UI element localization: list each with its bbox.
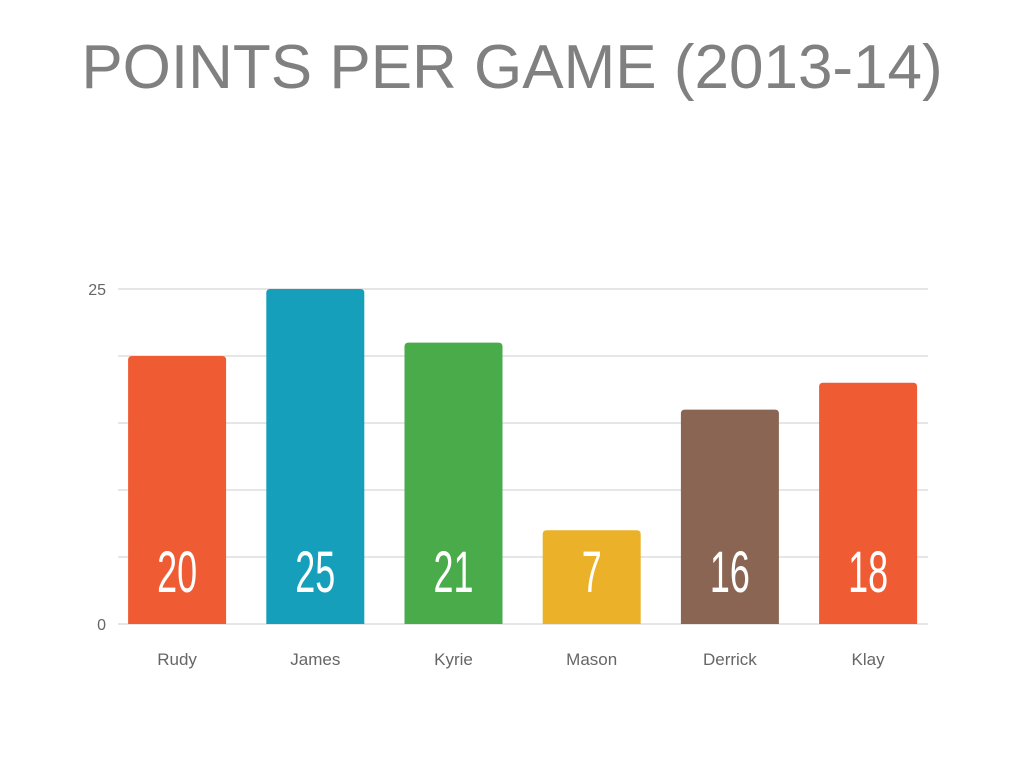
bar-value-label: 16 <box>710 540 750 605</box>
bar-value-label: 25 <box>295 540 335 605</box>
x-axis-labels: Rudy James Kyrie Mason Derrick Klay <box>157 650 885 669</box>
bar-value-label: 7 <box>582 540 602 605</box>
x-tick-label: James <box>290 650 340 669</box>
bar-value-label: 21 <box>434 540 474 605</box>
bar-rudy <box>128 356 227 624</box>
x-tick-label: Mason <box>566 650 617 669</box>
bar-value-label: 20 <box>157 540 197 605</box>
bar-klay <box>819 382 918 624</box>
y-axis-ticks: 0 25 <box>88 282 106 634</box>
bar-derrick <box>680 409 779 624</box>
bar-value-label: 18 <box>848 540 888 605</box>
x-tick-label: Derrick <box>703 650 757 669</box>
bar-mason <box>542 530 641 624</box>
x-tick-label: Rudy <box>157 650 197 669</box>
bar-value-labels: 20 25 21 7 16 18 <box>157 540 888 605</box>
page-title: POINTS PER GAME (2013-14) <box>81 33 943 102</box>
bar-james <box>266 289 365 624</box>
x-tick-label: Klay <box>852 650 886 669</box>
bar-kyrie <box>404 342 503 624</box>
y-tick-label: 0 <box>97 617 106 634</box>
bars <box>128 289 918 624</box>
y-tick-label: 25 <box>88 282 106 299</box>
gridlines <box>118 288 928 625</box>
x-tick-label: Kyrie <box>434 650 473 669</box>
